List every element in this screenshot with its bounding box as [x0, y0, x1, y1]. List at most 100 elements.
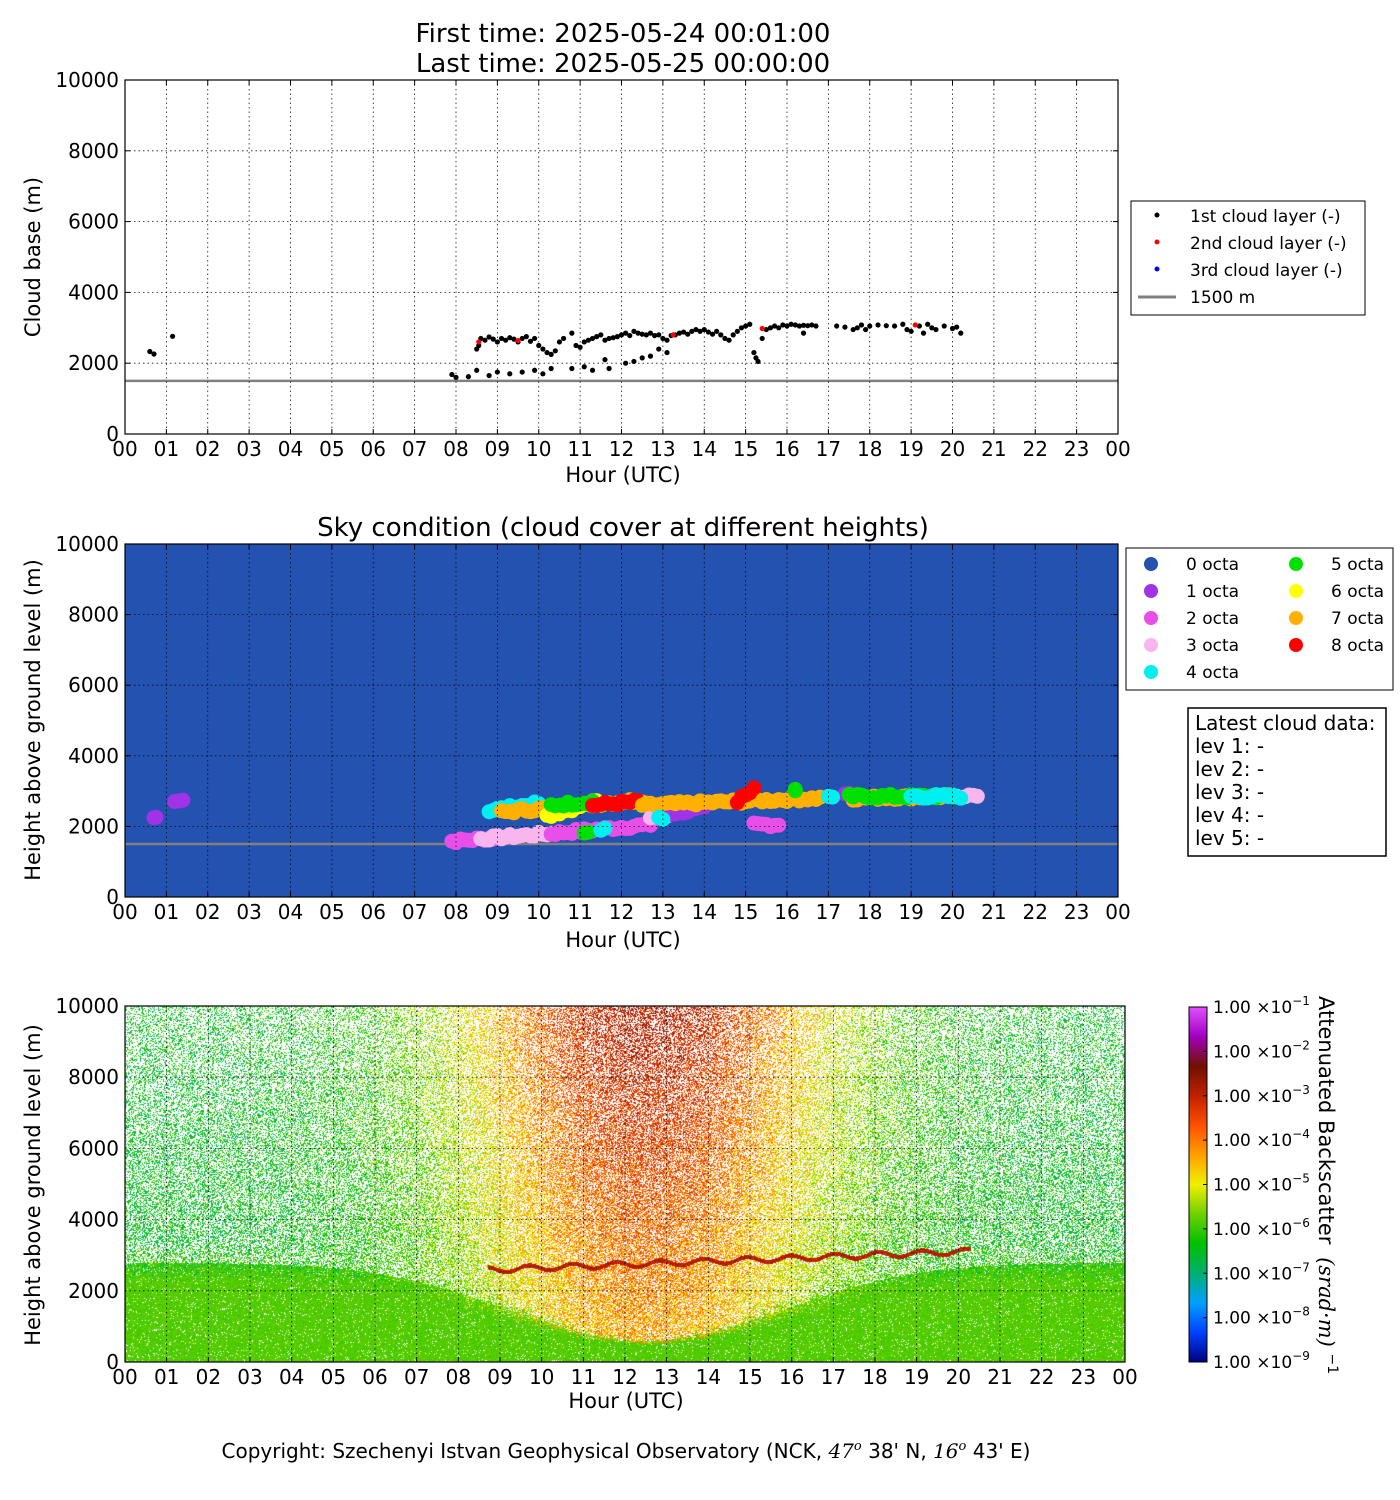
cloud-layer1-point: [169, 333, 176, 339]
octa-1-point: [175, 792, 191, 808]
cloud-layer1-point: [643, 332, 649, 338]
x-tick-label: 12: [609, 437, 634, 461]
cloud-layer1-point: [647, 330, 654, 336]
y-tick-label: 0: [106, 885, 119, 909]
x-tick-label: 06: [361, 437, 386, 461]
octa-5-legend-label: 5 octa: [1331, 555, 1384, 575]
cloud-layer1-point: [507, 371, 513, 377]
x-tick-label: 01: [154, 900, 179, 924]
cloud-layer1-point: [834, 323, 840, 329]
legend-marker-layer2: [1154, 239, 1160, 245]
x-tick-label: 00: [112, 1365, 137, 1389]
x-tick-label: 10: [529, 1365, 554, 1389]
sky-condition-data-layer: [125, 780, 1118, 851]
cloud-layer1-point: [813, 323, 819, 329]
x-tick-label: 12: [612, 1365, 637, 1389]
colorbar-tick-label: 1.00 ×10−3: [1213, 1083, 1310, 1107]
cloud-layer1-point: [656, 346, 662, 352]
cloud-layer1-point: [498, 335, 505, 342]
cloud-layer1-point: [519, 369, 525, 375]
colorbar-tick-label: 1.00 ×10−1: [1213, 994, 1310, 1018]
colorbar-tick-label: 1.00 ×10−6: [1213, 1216, 1310, 1240]
x-tick-label: 09: [487, 1365, 512, 1389]
x-tick-label: 12: [609, 900, 634, 924]
cloud-layer1-point: [618, 332, 625, 338]
cloud-layer1-point: [763, 326, 769, 333]
octa-6-legend-marker: [1289, 584, 1303, 598]
cloud-layer1-point: [900, 321, 906, 327]
octa-legend: 0 octa 1 octa 2 octa 3 octa 4 octa 5 octa 6 oc…: [1125, 547, 1394, 691]
y-tick-label: 8000: [68, 1065, 119, 1089]
cloud-layer2-point: [912, 322, 918, 328]
y-tick-label: 10000: [55, 994, 119, 1018]
backscatter-ylabel: Height above ground level (m): [21, 1024, 45, 1346]
cloud-layer1-point: [693, 326, 699, 333]
cloud-layer1-point: [589, 367, 596, 373]
cloud-layer1-point: [759, 335, 765, 342]
cloud-layer1-point: [589, 335, 596, 342]
cloud-layer1-point: [639, 355, 645, 361]
x-tick-label: 14: [692, 900, 717, 924]
cloud-base-legend: 1st cloud layer (-) 2nd cloud layer (-) …: [1130, 200, 1366, 316]
x-tick-label: 04: [279, 1365, 304, 1389]
cloud-layer1-point: [548, 351, 554, 357]
cloud-layer1-point: [709, 331, 716, 337]
cloud-base-data-layer: [125, 321, 1118, 383]
latest-lev4: lev 4: -: [1195, 803, 1264, 827]
cloud-layer1-point: [747, 321, 753, 327]
copyright-footer: Copyright: Szechenyi Istvan Geophysical …: [222, 1439, 1031, 1463]
cloud-layer1-point: [652, 332, 658, 339]
first-time-label: First time: 2025-05-24 00:01:00: [416, 19, 831, 49]
sky-condition-panel: 00 01 02 03 04 05 06 07 08 09 10 11 12 13 14 15 16 17 18 19…: [55, 532, 1130, 924]
cloud-layer1-point: [697, 328, 703, 334]
cloud-layer1-point: [788, 321, 794, 327]
cloud-layer1-point: [751, 349, 757, 356]
octa-3-legend-marker: [1144, 638, 1158, 652]
x-tick-label: 17: [821, 1365, 846, 1389]
cloud-layer1-point: [784, 323, 790, 329]
x-tick-label: 21: [981, 900, 1006, 924]
octa-4-point: [597, 820, 613, 836]
sky-condition-ylabel: Height above ground level (m): [21, 559, 45, 881]
cloud-layer1-point: [544, 349, 550, 356]
cloud-layer2-point: [670, 332, 676, 338]
cloud-layer1-point: [585, 337, 592, 343]
y-tick-label: 2000: [68, 814, 119, 838]
y-tick-label: 8000: [68, 603, 119, 627]
x-tick-label: 15: [737, 1365, 762, 1389]
x-tick-label: 09: [485, 437, 510, 461]
cloud-layer1-point: [743, 323, 749, 329]
x-tick-label: 04: [278, 437, 303, 461]
octa-2-point: [771, 817, 787, 833]
cloud-layer1-point: [685, 331, 691, 337]
x-tick-label: 03: [236, 437, 261, 461]
cloud-layer1-point: [449, 371, 455, 378]
legend-label-threshold: 1500 m: [1190, 288, 1255, 308]
cloud-layer1-point: [805, 323, 811, 329]
cloud-layer1-point: [552, 348, 558, 354]
x-tick-label: 05: [321, 1365, 346, 1389]
octa-3-legend-label: 3 octa: [1186, 636, 1239, 656]
x-tick-label: 16: [779, 1365, 804, 1389]
y-tick-label: 6000: [68, 673, 119, 697]
x-tick-label: 19: [904, 1365, 929, 1389]
sky-condition-title: Sky condition (cloud cover at different …: [317, 513, 929, 543]
x-tick-label: 03: [236, 900, 261, 924]
latest-cloud-data-title: Latest cloud data:: [1195, 711, 1375, 735]
cloud-layer1-point: [519, 335, 525, 342]
x-tick-label: 05: [319, 900, 344, 924]
cloud-layer1-point: [958, 330, 964, 336]
x-tick-label: 00: [1105, 437, 1130, 461]
cloud-layer1-point: [610, 335, 616, 341]
x-tick-label: 00: [112, 900, 137, 924]
octa-4-legend-label: 4 octa: [1186, 663, 1239, 683]
legend-marker-layer1: [1154, 212, 1160, 218]
x-tick-label: 13: [654, 1365, 679, 1389]
cloud-layer1-point: [614, 334, 620, 340]
x-tick-label: 02: [196, 1365, 221, 1389]
x-tick-label: 07: [402, 900, 427, 924]
cloud-layer1-point: [486, 372, 492, 379]
cloud-layer1-point: [771, 323, 778, 329]
cloud-layer1-point: [647, 353, 654, 359]
x-tick-label: 21: [981, 437, 1006, 461]
